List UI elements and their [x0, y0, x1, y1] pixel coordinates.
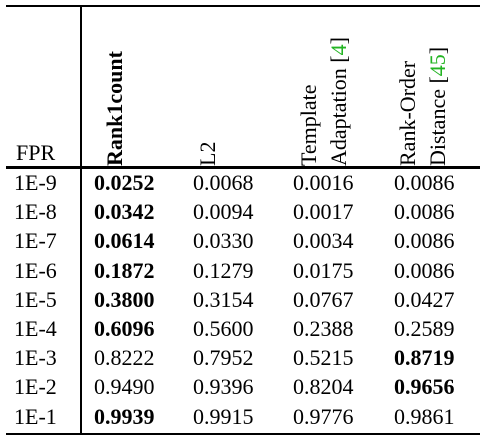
bottom-rule — [6, 433, 480, 435]
table-row: 1E-6 0.1872 0.1279 0.0175 0.0086 — [0, 257, 484, 284]
cell-l2: 0.9396 — [193, 374, 254, 400]
cell-fpr: 1E-4 — [14, 316, 57, 341]
header-rank1count-label: Rank1count — [102, 51, 127, 166]
cell-rank1count: 0.1872 — [94, 257, 155, 283]
cell-rankorder: 0.8719 — [394, 345, 455, 371]
cell-l2: 0.7952 — [193, 345, 254, 371]
header-template-line1: Template — [296, 84, 321, 166]
cell-template: 0.0017 — [293, 199, 354, 225]
cell-template: 0.9776 — [293, 403, 354, 429]
table-row: 1E-4 0.6096 0.5600 0.2388 0.2589 — [0, 315, 484, 342]
cell-fpr: 1E-7 — [14, 228, 57, 254]
cell-rankorder: 0.2589 — [394, 316, 455, 341]
cell-l2: 0.0068 — [193, 170, 254, 195]
cell-fpr: 1E-5 — [14, 286, 57, 312]
cell-l2: 0.0094 — [193, 199, 254, 225]
cell-rankorder: 0.0086 — [394, 257, 455, 283]
cell-rankorder: 0.9656 — [394, 374, 455, 400]
cell-rankorder: 0.0086 — [394, 170, 455, 195]
cell-fpr: 1E-2 — [14, 374, 57, 400]
cell-template: 0.0016 — [293, 170, 354, 195]
table-row: 1E-5 0.3800 0.3154 0.0767 0.0427 — [0, 286, 484, 313]
cell-fpr: 1E-9 — [14, 170, 57, 195]
header-rule — [6, 166, 480, 169]
header-l2-label: L2 — [195, 141, 220, 166]
cell-rankorder: 0.9861 — [394, 403, 455, 429]
cell-template: 0.0767 — [293, 286, 354, 312]
column-separator — [80, 5, 82, 435]
cell-rank1count: 0.3800 — [94, 286, 155, 312]
cell-rankorder: 0.0086 — [394, 199, 455, 225]
header-template-line2: Adaptation [4] — [326, 37, 351, 166]
header-template-adaptation: Template Adaptation [4] — [294, 37, 354, 166]
table-row: 1E-1 0.9939 0.9915 0.9776 0.9861 — [0, 403, 484, 430]
header-rank-order-distance: Rank-Order Distance [45] — [393, 47, 453, 166]
table-row: 1E-3 0.8222 0.7952 0.5215 0.8719 — [0, 344, 484, 371]
cell-fpr: 1E-3 — [14, 345, 57, 371]
top-rule — [6, 5, 480, 7]
cell-rank1count: 0.0342 — [94, 199, 155, 225]
table-row: 1E-8 0.0342 0.0094 0.0017 0.0086 — [0, 198, 484, 225]
header-fpr: FPR — [16, 140, 56, 165]
cell-l2: 0.9915 — [193, 403, 254, 429]
cell-rank1count: 0.9939 — [94, 403, 155, 429]
cell-template: 0.2388 — [293, 316, 354, 341]
cell-rankorder: 0.0427 — [394, 286, 455, 312]
table-row: 1E-7 0.0614 0.0330 0.0034 0.0086 — [0, 227, 484, 254]
cell-fpr: 1E-6 — [14, 257, 57, 283]
cell-rank1count: 0.8222 — [94, 345, 155, 371]
cell-l2: 0.1279 — [193, 257, 254, 283]
header-l2: L2 — [193, 142, 223, 166]
citation-link-4[interactable]: 4 — [326, 44, 351, 56]
cell-rankorder: 0.0086 — [394, 228, 455, 254]
citation-link-45[interactable]: 45 — [425, 54, 450, 77]
cell-rank1count: 0.0252 — [94, 170, 155, 195]
cell-fpr: 1E-1 — [14, 403, 57, 429]
cell-l2: 0.3154 — [193, 286, 254, 312]
table-row: 1E-2 0.9490 0.9396 0.8204 0.9656 — [0, 373, 484, 400]
cell-template: 0.5215 — [293, 345, 354, 371]
header-rankorder-line2: Distance [45] — [425, 46, 450, 166]
cell-l2: 0.0330 — [193, 228, 254, 254]
cell-rank1count: 0.9490 — [94, 374, 155, 400]
cell-template: 0.0175 — [293, 257, 354, 283]
cell-rank1count: 0.0614 — [94, 228, 155, 254]
cell-rank1count: 0.6096 — [94, 316, 155, 341]
table-row: 1E-9 0.0252 0.0068 0.0016 0.0086 — [0, 169, 484, 196]
cell-template: 0.0034 — [293, 228, 354, 254]
cell-l2: 0.5600 — [193, 316, 254, 341]
header-rankorder-line1: Rank-Order — [395, 60, 420, 166]
header-rank1count: Rank1count — [100, 51, 130, 166]
cell-template: 0.8204 — [293, 374, 354, 400]
cell-fpr: 1E-8 — [14, 199, 57, 225]
